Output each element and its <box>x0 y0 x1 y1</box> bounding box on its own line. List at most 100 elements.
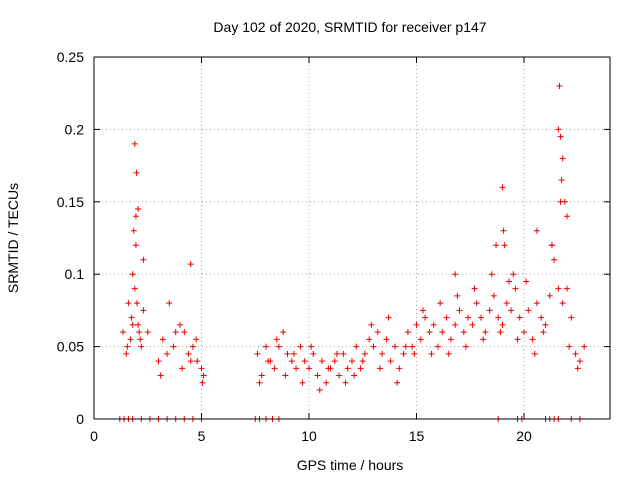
data-point <box>318 358 325 365</box>
data-point <box>452 271 459 278</box>
data-point <box>422 314 429 321</box>
data-point <box>258 372 265 379</box>
data-point <box>323 379 330 386</box>
data-point <box>516 314 523 321</box>
data-point <box>419 307 426 314</box>
data-point <box>533 300 540 307</box>
data-point <box>132 213 139 220</box>
data-point <box>465 314 472 321</box>
data-point <box>187 261 194 268</box>
data-point <box>555 285 562 292</box>
data-point <box>540 329 547 336</box>
data-point <box>542 321 549 328</box>
data-point <box>564 285 570 292</box>
data-point <box>342 379 349 386</box>
data-point <box>136 329 143 336</box>
data-point <box>159 336 166 343</box>
grid-lines <box>94 57 610 419</box>
data-point <box>387 358 394 365</box>
data-point <box>447 336 454 343</box>
data-point <box>177 321 183 328</box>
data-point <box>263 343 269 350</box>
data-point <box>394 379 401 386</box>
data-point <box>166 300 173 307</box>
data-point <box>385 314 392 321</box>
data-point <box>333 350 340 357</box>
data-point <box>293 365 300 372</box>
data-point <box>130 227 137 234</box>
data-point <box>557 133 564 140</box>
data-point <box>402 343 409 350</box>
data-point <box>199 379 206 386</box>
data-point <box>172 329 179 336</box>
data-point <box>198 365 205 372</box>
data-point <box>374 329 381 336</box>
data-point <box>430 321 437 328</box>
data-point <box>514 336 521 343</box>
data-point <box>314 372 321 379</box>
data-point <box>128 314 135 321</box>
data-point <box>282 372 289 379</box>
data-point <box>559 300 566 307</box>
data-point <box>200 372 207 379</box>
y-tick-label: 0.05 <box>57 339 84 355</box>
y-tick-label: 0 <box>76 411 84 427</box>
data-point <box>308 343 315 350</box>
data-point <box>561 198 568 205</box>
data-point <box>138 343 145 350</box>
data-point <box>499 184 506 191</box>
data-point <box>280 329 287 336</box>
data-point <box>366 336 373 343</box>
data-point <box>344 365 351 372</box>
data-points <box>116 82 588 422</box>
data-point <box>490 292 497 299</box>
data-point <box>256 379 263 386</box>
data-point <box>445 350 452 357</box>
data-point <box>482 329 489 336</box>
data-point <box>127 336 134 343</box>
x-tick-label: 15 <box>409 428 425 444</box>
data-point <box>568 314 575 321</box>
data-point <box>265 358 272 365</box>
data-point <box>566 343 573 350</box>
data-point <box>439 329 446 336</box>
data-point <box>404 329 411 336</box>
data-point <box>521 329 527 336</box>
data-point <box>559 155 566 162</box>
data-point <box>301 358 308 365</box>
data-point <box>131 285 138 292</box>
data-point <box>426 329 433 336</box>
data-point <box>473 300 480 307</box>
data-point <box>417 336 424 343</box>
data-point <box>370 343 377 350</box>
data-point <box>132 242 139 249</box>
data-point <box>271 365 278 372</box>
data-point <box>471 285 478 292</box>
x-axis-label: GPS time / hours <box>297 457 404 473</box>
data-point <box>469 321 476 328</box>
data-point <box>357 365 364 372</box>
data-point <box>275 343 282 350</box>
data-point <box>340 350 347 357</box>
data-point <box>144 329 151 336</box>
data-point <box>396 365 403 372</box>
chart-title: Day 102 of 2020, SRMTID for receiver p14… <box>213 19 486 35</box>
data-point <box>437 300 444 307</box>
tick-labels: 0 0.05 0.1 0.15 0.2 0.25 0 5 10 15 20 <box>57 49 532 444</box>
data-point <box>134 300 140 307</box>
data-point <box>546 292 553 299</box>
data-point <box>538 314 545 321</box>
data-point <box>556 82 563 89</box>
y-tick-label: 0.15 <box>57 194 84 210</box>
data-point <box>551 256 558 263</box>
data-point <box>157 372 164 379</box>
data-point <box>297 343 304 350</box>
data-point <box>379 350 386 357</box>
data-point <box>400 350 407 357</box>
data-point <box>123 350 130 357</box>
data-point <box>368 321 375 328</box>
data-point <box>435 343 441 350</box>
data-point <box>486 307 493 314</box>
y-tick-label: 0.1 <box>65 266 85 282</box>
data-point <box>316 387 323 394</box>
